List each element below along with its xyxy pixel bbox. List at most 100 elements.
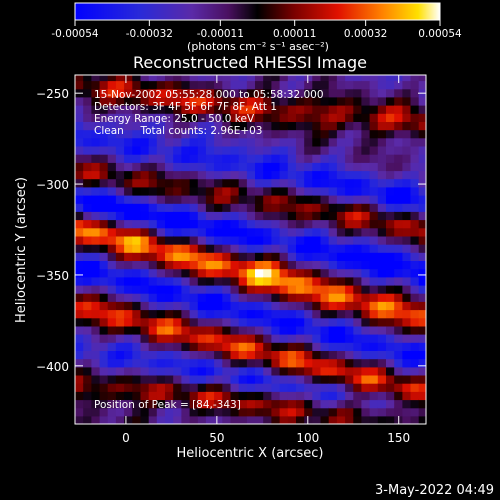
heatmap-cell [304, 260, 313, 270]
heatmap-cell [165, 383, 174, 392]
heatmap-cell [246, 284, 256, 294]
heatmap-cell [140, 96, 150, 106]
heatmap-cell [140, 113, 150, 122]
heatmap-cell [296, 219, 305, 229]
heatmap-cell [75, 154, 84, 163]
heatmap-cell [83, 276, 92, 286]
heatmap-cell [107, 260, 117, 270]
heatmap-cell [410, 358, 420, 368]
heatmap-cell [238, 203, 248, 212]
heatmap-cell [230, 137, 240, 147]
heatmap-cell [287, 170, 297, 180]
heatmap-cell [107, 195, 117, 204]
heatmap-cell [165, 154, 174, 163]
heatmap-cell [156, 178, 166, 188]
heatmap-cell [320, 137, 330, 147]
heatmap-cell [214, 383, 223, 392]
heatmap-cell [361, 284, 371, 294]
heatmap-cell [271, 293, 281, 302]
heatmap-cell [124, 186, 133, 196]
heatmap-cell [148, 260, 158, 270]
heatmap-cell [304, 268, 313, 278]
heatmap-cell [386, 309, 395, 319]
heatmap-cell [353, 145, 363, 155]
heatmap-cell [99, 203, 109, 212]
heatmap-cell [156, 145, 166, 155]
heatmap-cell [181, 195, 191, 204]
heatmap-cell [377, 186, 387, 196]
heatmap-cell [410, 334, 420, 343]
heatmap-cell [132, 227, 142, 237]
heatmap-cell [263, 162, 272, 172]
heatmap-cell [304, 317, 313, 327]
heatmap-cell [386, 284, 395, 294]
heatmap-cell [271, 186, 281, 196]
heatmap-cell [83, 178, 92, 188]
heatmap-cell [402, 154, 412, 163]
heatmap-cell [75, 227, 84, 237]
heatmap-cell [410, 317, 420, 327]
heatmap-cell [369, 195, 379, 204]
heatmap-cell [345, 219, 354, 229]
heatmap-cell [394, 366, 403, 376]
heatmap-cell [386, 113, 395, 122]
heatmap-cell [394, 374, 403, 384]
heatmap-cell [271, 121, 281, 131]
heatmap-cell [91, 219, 101, 229]
heatmap-cell [418, 162, 426, 172]
heatmap-cell [115, 88, 125, 98]
heatmap-cell [353, 366, 363, 376]
colorbar-ticks: -0.00054 -0.00032 -0.00011 0.00011 0.00032 0.… [51, 20, 462, 40]
heatmap-cell [320, 178, 330, 188]
heatmap-cell [345, 276, 354, 286]
heatmap-cell [296, 252, 305, 261]
heatmap-cell [328, 342, 338, 351]
heatmap-cell [328, 415, 338, 424]
heatmap-cell [83, 195, 92, 204]
heatmap-cell [353, 129, 363, 139]
heatmap-cell [418, 80, 426, 90]
heatmap-cell [418, 137, 426, 147]
heatmap-cell [279, 145, 289, 155]
heatmap-cell [197, 121, 207, 131]
heatmap-cell [189, 342, 199, 351]
heatmap-cell [394, 195, 403, 204]
heatmap-cell [369, 203, 379, 212]
heatmap-cell [83, 137, 92, 147]
heatmap-cell [287, 284, 297, 294]
heatmap-cell [132, 162, 142, 172]
heatmap-cell [148, 391, 158, 401]
heatmap-cell [214, 154, 223, 163]
heatmap-cell [181, 227, 191, 237]
heatmap-cell [132, 195, 142, 204]
colorbar-tick-label: 0.00032 [344, 28, 387, 40]
heatmap-cell [197, 276, 207, 286]
heatmap-cell [418, 293, 426, 302]
heatmap-cell [336, 88, 346, 98]
colorbar-unit-label: (photons cm⁻² s⁻¹ asec⁻²) [187, 40, 329, 53]
heatmap-cell [287, 268, 297, 278]
heatmap-cell [99, 88, 109, 98]
heatmap-cell [238, 407, 248, 417]
heatmap-cell [386, 186, 395, 196]
heatmap-cell [165, 219, 174, 229]
heatmap-cell [83, 203, 92, 212]
heatmap-cell [312, 293, 322, 302]
heatmap-cell [115, 301, 125, 311]
heatmap-cell [246, 227, 256, 237]
heatmap-cell [353, 154, 363, 163]
heatmap-cell [91, 244, 101, 253]
heatmap-cell [386, 227, 395, 237]
heatmap-cell [205, 342, 215, 351]
heatmap-cell [287, 309, 297, 319]
heatmap-cell [296, 203, 305, 212]
heatmap-cell [320, 252, 330, 261]
heatmap-cell [91, 301, 101, 311]
heatmap-cell [361, 186, 371, 196]
heatmap-cell [402, 358, 412, 368]
heatmap-cell [336, 154, 346, 163]
heatmap-cell [230, 244, 240, 253]
heatmap-cell [246, 75, 256, 82]
heatmap-cell [345, 195, 354, 204]
heatmap-cell [181, 293, 191, 302]
